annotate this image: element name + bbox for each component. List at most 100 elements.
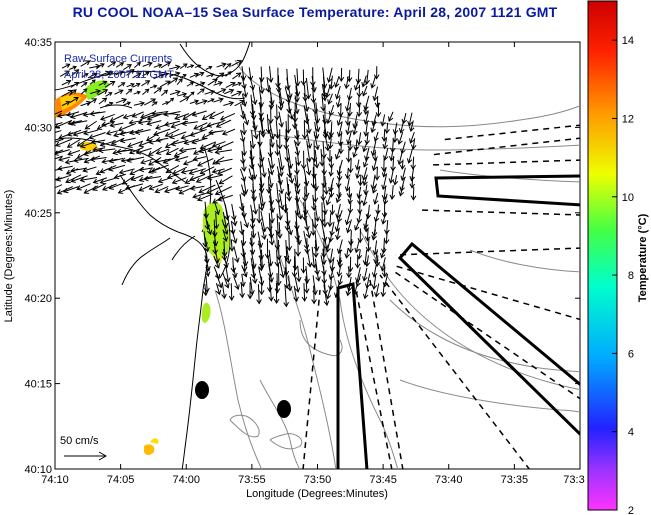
current-arrow [86, 98, 98, 105]
current-arrow [222, 229, 229, 243]
current-arrow [324, 84, 331, 99]
current-arrow [180, 168, 198, 175]
current-arrow [258, 276, 265, 296]
current-arrow [113, 173, 127, 180]
current-arrow [371, 229, 377, 241]
current-arrow [189, 99, 200, 105]
current-arrow [128, 147, 144, 155]
current-arrow [338, 67, 345, 83]
current-arrow [373, 210, 380, 223]
current-arrow [357, 228, 364, 244]
current-arrow [157, 177, 172, 184]
current-arrow [89, 110, 106, 117]
current-arrow [213, 255, 220, 269]
current-arrow [259, 77, 265, 95]
current-arrow [134, 129, 151, 135]
colorbar-tick-label: 4 [628, 427, 634, 439]
current-arrow [88, 132, 106, 140]
transect-lines [302, 124, 580, 469]
current-arrow [361, 167, 368, 181]
current-arrow [153, 87, 163, 94]
colorbar-label: Temperature (°C) [637, 213, 649, 302]
current-arrow [133, 100, 145, 107]
current-arrow [58, 156, 71, 162]
current-arrow [142, 71, 150, 77]
current-arrow [286, 275, 293, 292]
current-arrow [371, 157, 378, 172]
current-arrow [186, 81, 195, 87]
current-arrow [258, 177, 265, 194]
current-arrow [177, 92, 188, 98]
current-arrow [374, 166, 380, 181]
current-arrow [288, 166, 295, 184]
current-arrow [328, 230, 334, 243]
current-arrow [101, 121, 115, 127]
current-arrow [371, 183, 378, 194]
current-arrow [154, 158, 171, 165]
current-arrow [179, 74, 187, 79]
current-arrow [79, 176, 98, 183]
x-tick-label: 73:35 [501, 474, 529, 486]
current-arrow [328, 166, 334, 177]
current-arrow [119, 137, 136, 144]
current-arrow [151, 110, 169, 117]
current-arrow [410, 156, 416, 170]
current-arrow [215, 119, 232, 128]
current-arrow [252, 121, 259, 140]
current-arrow [116, 148, 133, 155]
current-arrow [345, 121, 351, 136]
current-arrow [105, 92, 113, 97]
current-arrow [228, 283, 235, 301]
current-arrow [258, 255, 264, 272]
current-arrow [171, 177, 187, 185]
current-arrow [137, 119, 151, 126]
survey-box-southeast [397, 241, 580, 437]
current-arrow [322, 194, 328, 216]
x-tick-label: 73:40 [435, 474, 463, 486]
current-arrow [146, 113, 162, 121]
current-arrow [313, 149, 320, 169]
current-arrow [356, 102, 363, 118]
current-arrow [249, 76, 256, 91]
current-arrow [335, 192, 342, 204]
current-arrow [97, 89, 109, 96]
current-arrow [357, 203, 363, 215]
mooring-marker-north [195, 381, 209, 399]
current-arrow [126, 156, 145, 163]
current-arrow [204, 237, 210, 253]
current-arrow [380, 247, 386, 259]
current-arrow [321, 210, 328, 228]
current-arrow [313, 174, 319, 192]
current-arrow [170, 139, 189, 147]
current-arrow [231, 90, 243, 97]
current-arrow [362, 141, 368, 153]
current-arrow [125, 88, 133, 95]
current-arrow [295, 266, 302, 283]
current-arrow [356, 84, 363, 98]
current-arrow [215, 72, 225, 80]
current-arrow [372, 86, 379, 102]
current-arrow [241, 211, 249, 229]
current-arrow [105, 101, 114, 107]
current-arrow [109, 122, 124, 128]
current-arrow [384, 122, 390, 134]
current-arrow [346, 186, 353, 199]
current-arrow [218, 175, 233, 185]
current-arrow [154, 186, 169, 194]
current-arrow [153, 128, 171, 137]
current-arrow [274, 104, 280, 121]
current-arrow [70, 120, 88, 126]
current-arrow [374, 255, 381, 268]
current-arrow [347, 140, 353, 151]
current-arrow [328, 121, 335, 138]
current-arrow [206, 72, 215, 78]
colorbar [587, 0, 618, 511]
current-arrow [283, 256, 290, 277]
current-arrow [294, 122, 300, 141]
current-arrow [221, 282, 227, 300]
current-arrow [135, 147, 152, 155]
current-arrow [375, 102, 382, 118]
current-arrow [344, 167, 351, 180]
current-arrow [127, 140, 144, 149]
y-tick-label: 40:10 [24, 464, 52, 476]
